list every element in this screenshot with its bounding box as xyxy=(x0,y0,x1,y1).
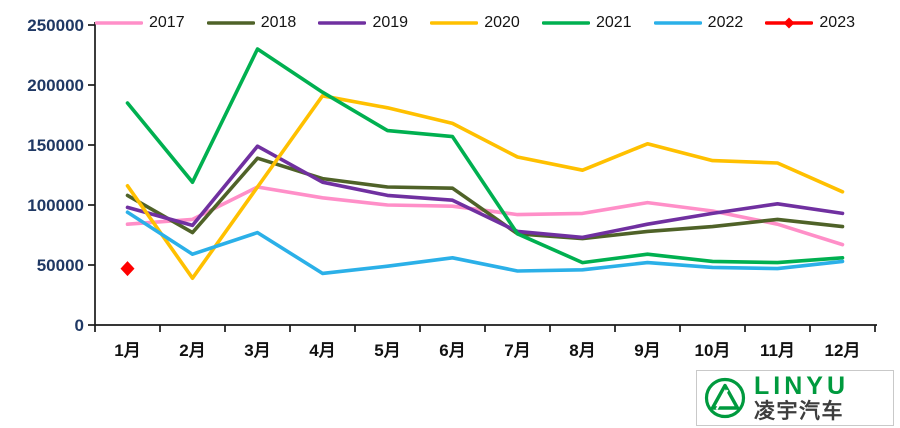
legend-label-2017: 2017 xyxy=(149,14,185,31)
legend-item-2020: 2020 xyxy=(430,15,520,31)
series-line-2021 xyxy=(125,47,845,265)
legend-item-2022: 2022 xyxy=(653,14,744,31)
y-axis-tick-label: 150000 xyxy=(27,136,84,155)
legend-item-2017: 2017 xyxy=(95,15,185,31)
legend-swatch-2022 xyxy=(653,21,702,25)
y-axis-tick-label: 50000 xyxy=(37,256,84,275)
x-axis-tick-label: 9月 xyxy=(634,341,660,360)
legend-item-2023: 2023 xyxy=(765,15,855,31)
x-axis-tick-label: 6月 xyxy=(439,341,465,360)
legend-label-2019: 2019 xyxy=(372,14,409,31)
x-axis-tick-label: 11月 xyxy=(760,341,795,360)
legend-item-2021: 2021 xyxy=(541,14,632,31)
series-line-2020 xyxy=(125,94,845,281)
emblem-swoosh xyxy=(715,389,729,410)
legend-swatch-2020 xyxy=(430,21,479,25)
chart-legend: 2017 2018 2019 2020 2021 2022 2023 xyxy=(95,11,855,35)
legend-label-2020: 2020 xyxy=(484,14,520,31)
y-axis-tick-label: 250000 xyxy=(27,16,84,35)
x-axis-tick-label: 10月 xyxy=(695,341,731,360)
series-line-2022 xyxy=(125,210,845,276)
legend-label-2022: 2022 xyxy=(707,14,744,31)
x-axis-tick-label: 8月 xyxy=(569,341,595,360)
y-axis-tick-label: 100000 xyxy=(27,196,84,215)
legend-swatch-2018 xyxy=(206,21,255,25)
y-axis-tick-label: 0 xyxy=(75,316,84,335)
legend-item-2019: 2019 xyxy=(318,15,408,31)
logo-brand-chinese: 凌宇汽车 xyxy=(754,399,844,423)
x-axis-tick-label: 2月 xyxy=(179,341,205,360)
series-line-2018 xyxy=(125,156,845,241)
legend-swatch-2021 xyxy=(541,21,590,25)
legend-swatch-2019 xyxy=(318,21,367,25)
series-point-2023 xyxy=(120,261,135,277)
linyu-logo: LINYU 凌宇汽车 xyxy=(696,370,894,426)
emblem-triangle xyxy=(710,383,740,410)
logo-text: LINYU 凌宇汽车 xyxy=(754,372,849,423)
legend-label-2018: 2018 xyxy=(260,14,297,31)
logo-brand-text: LINYU xyxy=(754,372,849,401)
x-axis-tick-label: 1月 xyxy=(114,341,140,360)
x-axis-tick-label: 7月 xyxy=(504,341,530,360)
x-axis-tick-label: 4月 xyxy=(309,341,335,360)
axis-spines xyxy=(94,22,877,326)
legend-swatch-2017 xyxy=(95,21,143,25)
emblem-ring xyxy=(704,377,746,419)
legend-item-2018: 2018 xyxy=(206,14,297,31)
legend-swatch-2023 xyxy=(765,17,814,29)
x-axis-tick-label: 3月 xyxy=(244,341,270,360)
linyu-emblem-icon xyxy=(704,377,746,419)
x-axis-tick-label: 5月 xyxy=(374,341,400,360)
legend-label-2021: 2021 xyxy=(595,14,632,31)
legend-label-2023: 2023 xyxy=(819,14,855,31)
legend-diamond-2023 xyxy=(783,17,795,29)
x-axis-tick-label: 12月 xyxy=(825,341,861,360)
series-line-2019 xyxy=(125,144,845,240)
y-axis-tick-label: 200000 xyxy=(27,76,84,95)
